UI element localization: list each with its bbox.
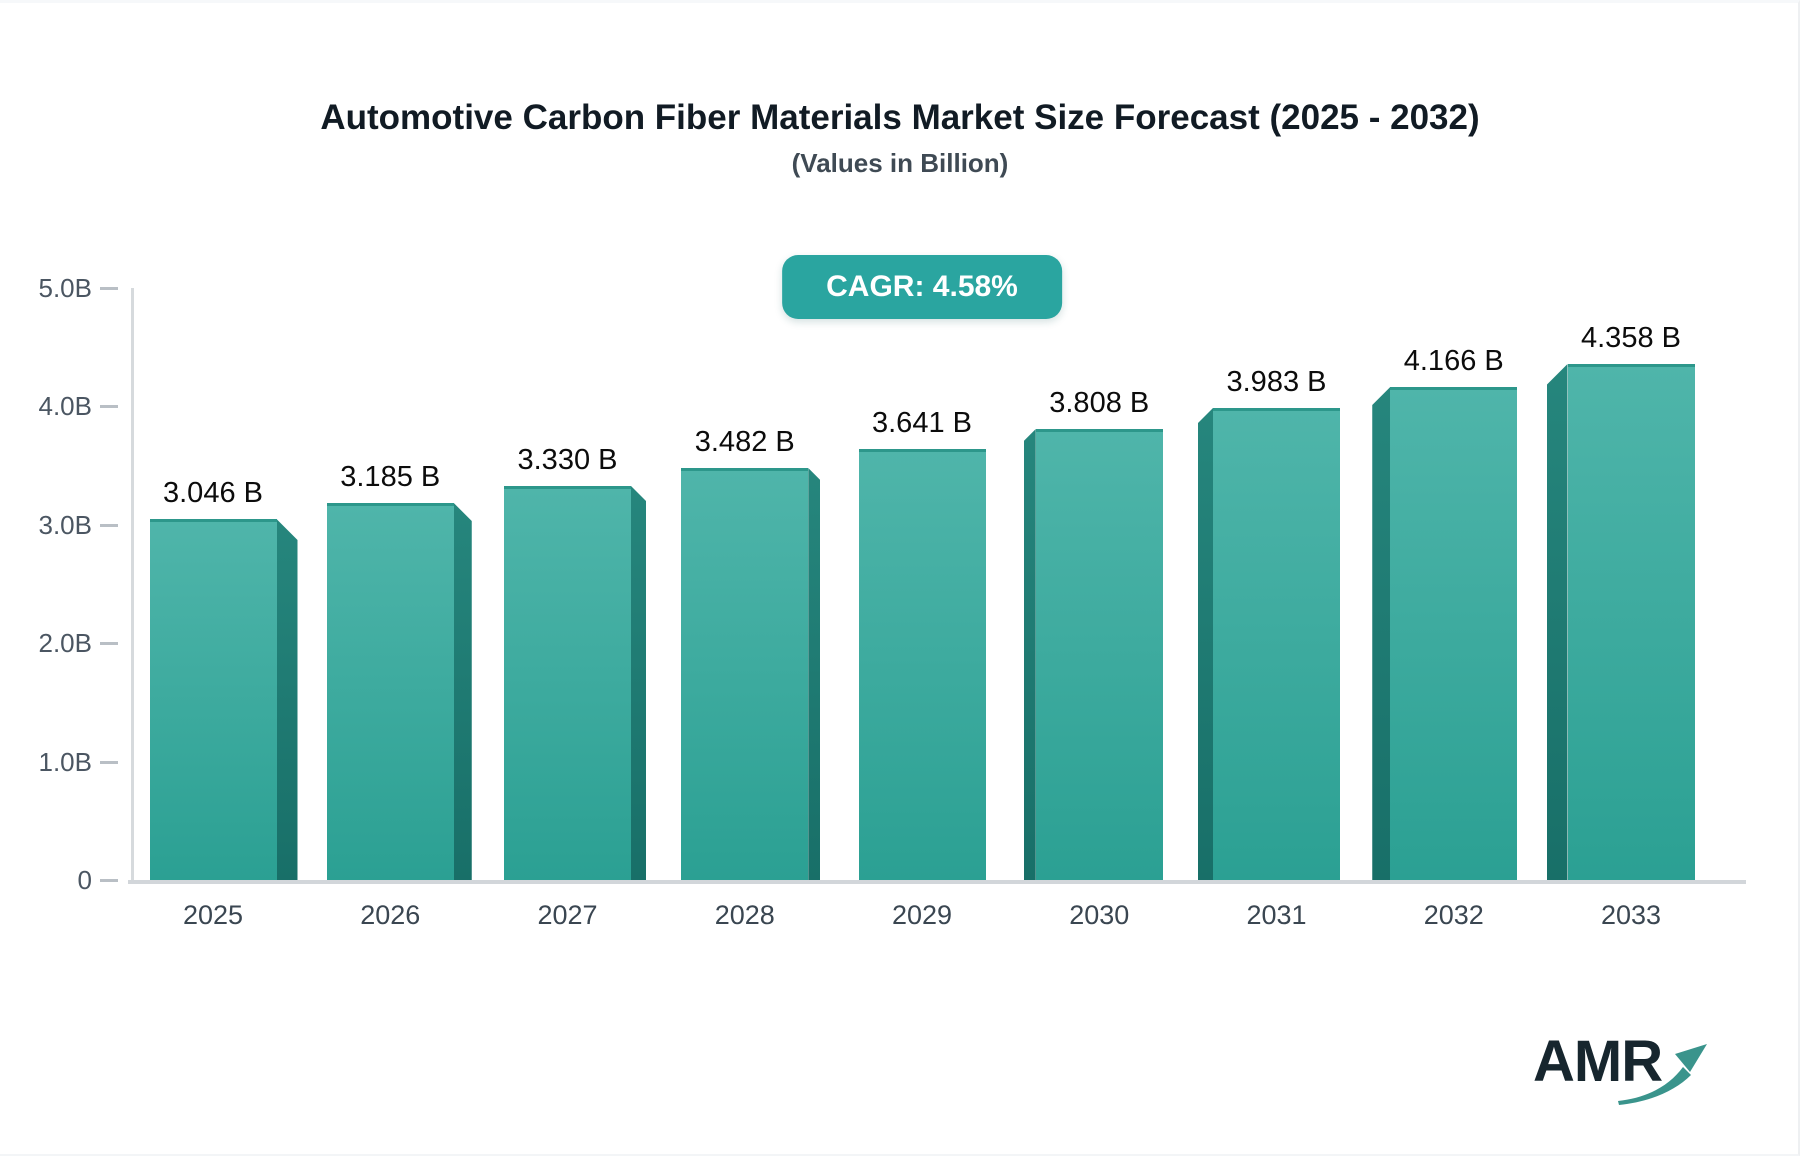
bar-value-label-2031: 3.983 B [1226,366,1327,398]
chart-subtitle: (Values in Billion) [791,148,1009,178]
bar-2033 [1567,364,1695,880]
chart-title: Automotive Carbon Fiber Materials Market… [320,98,1480,137]
bar-side-face-2033 [1546,364,1568,880]
x-axis-label-2032: 2032 [1423,900,1484,930]
bar-value-label-2030: 3.808 B [1049,387,1150,419]
y-tick-dash [100,523,118,527]
bar-2025 [149,519,277,880]
bar-side-face-2028 [808,468,821,880]
x-axis-label-2031: 2031 [1246,900,1307,930]
bar-value-label-2026: 3.185 B [340,461,441,493]
y-axis-line [131,288,134,882]
bar-side-face-2031 [1198,408,1213,880]
x-axis-label-2026: 2026 [360,900,421,930]
bar-side-face-2032 [1372,387,1391,880]
bar-2030 [1035,429,1163,880]
y-tick-label: 2.0B [38,628,93,659]
y-tick-dash [100,405,118,409]
brand-logo: AMR [1533,1029,1707,1105]
y-tick-dash [100,287,118,290]
bar-2031 [1213,408,1340,880]
bar-side-face-2030 [1023,429,1036,880]
bar-side-face-2025 [276,519,298,880]
brand-logo-text: AMR [1533,1029,1663,1094]
bar-2027 [504,486,631,880]
x-axis-line [128,880,1746,884]
bar-value-label-2032: 4.166 B [1403,345,1504,377]
bar-value-label-2028: 3.482 B [694,426,795,458]
bar-2032 [1390,387,1518,880]
bar-value-label-2033: 4.358 B [1581,322,1681,354]
x-axis-label-2033: 2033 [1600,900,1662,930]
x-axis-label-2027: 2027 [537,900,598,930]
trend-up-arrow-icon [1618,1044,1707,1105]
cagr-badge: CAGR: 4.58% [782,255,1062,319]
bar-value-label-2025: 3.046 B [163,477,263,509]
bar-side-face-2026 [453,503,472,880]
bar-side-face-2027 [631,486,646,880]
bar-value-label-2029: 3.641 B [872,407,972,439]
x-axis-label-2029: 2029 [891,900,953,930]
y-tick-dash [100,760,118,764]
bar-2029 [858,449,986,880]
x-axis-label-2030: 2030 [1069,900,1130,930]
bar-value-label-2027: 3.330 B [517,444,618,476]
bar-2026 [326,503,454,880]
y-tick-dash [100,879,118,882]
x-axis-label-2025: 2025 [182,900,244,930]
y-tick-label: 0 [77,865,92,895]
y-tick-label: 5.0B [38,273,93,303]
bar-2028 [681,468,809,880]
y-tick-label: 3.0B [38,509,93,540]
y-tick-dash [100,642,118,646]
y-tick-label: 4.0B [38,391,93,422]
x-axis-label-2028: 2028 [714,900,775,930]
y-tick-label: 1.0B [38,746,93,777]
